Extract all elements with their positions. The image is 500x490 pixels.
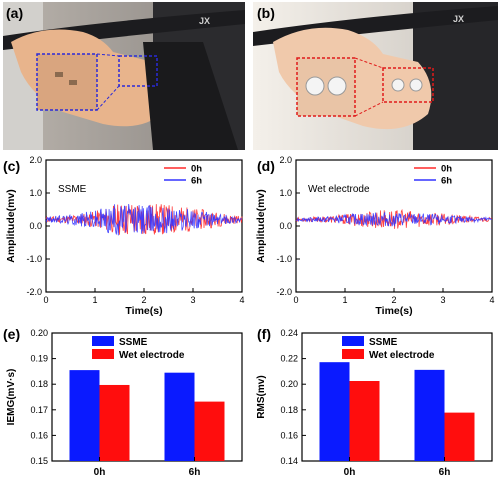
y-tick-label: -2.0: [276, 287, 292, 297]
y-tick-label: 0.20: [30, 328, 48, 338]
x-tick-label: 2: [141, 295, 146, 305]
wet-electrode: [327, 76, 347, 96]
y-tick-label: 0.20: [280, 379, 298, 389]
source-box: [118, 55, 158, 87]
panel-label-f: (f): [257, 326, 271, 342]
legend-label-6h: 6h: [191, 176, 202, 187]
x-tick-label: 0: [293, 295, 298, 305]
plot-frame: [295, 159, 493, 293]
photo-ssme-arm: JX: [3, 2, 245, 150]
y-tick-label: 2.0: [279, 155, 292, 165]
x-tick-label: 3: [190, 295, 195, 305]
emg-chart-wet-electrode: -2.0 -1.0 0.0 1.0 2.0 0 1 2 3 4 Time(s) Amplitude(m…: [255, 155, 495, 317]
iemg-bar-chart: 0.15 0.16 0.17 0.18 0.19 0.20 IEMG(mV·s) 0h 6h SS…: [6, 328, 243, 478]
x-tick-label: 2: [391, 295, 396, 305]
legend-label-0h: 0h: [441, 164, 452, 175]
photo-wet-electrode-arm-drawing: JX: [253, 2, 498, 150]
panel-label-a: (a): [6, 5, 24, 21]
y-tick-label: 0.0: [29, 221, 42, 231]
chart-annotation: SSME: [58, 184, 87, 195]
plot-frame: [51, 332, 243, 462]
y-tick-label: -1.0: [26, 254, 42, 264]
legend-label-0: SSME: [119, 337, 148, 348]
bar-wet-electrode-6h: [194, 401, 225, 461]
legend-label-1: Wet electrode: [119, 350, 185, 361]
series-line-6h: [45, 203, 243, 236]
bar-wet-electrode-0h: [99, 384, 130, 461]
bar-wet-electrode-6h: [444, 412, 475, 461]
y-tick-label: 0.18: [30, 379, 48, 389]
x-tick-label: 0: [43, 295, 48, 305]
rms-bar-chart: 0.14 0.16 0.18 0.20 0.22 0.24 RMS(mv) 0h 6h SSME W…: [256, 328, 493, 478]
panel-label-d: (d): [257, 158, 275, 174]
source-box: [382, 67, 434, 103]
x-tick-label: 0h: [344, 467, 356, 478]
y-tick-label: 0.17: [30, 405, 48, 415]
y-axis-label: RMS(mv): [256, 375, 267, 418]
bar-ssme-0h: [319, 362, 350, 461]
y-tick-label: 1.0: [279, 188, 292, 198]
bar-ssme-0h: [69, 370, 100, 461]
y-tick-label: 2.0: [29, 155, 42, 165]
x-tick-label: 4: [489, 295, 494, 305]
photo-ssme-arm-drawing: JX: [3, 2, 245, 150]
wet-electrode: [305, 76, 325, 96]
machine-logo: JX: [199, 16, 210, 26]
y-tick-label: 0.22: [280, 354, 298, 364]
chart-annotation: Wet electrode: [308, 184, 370, 195]
y-tick-label: 0.16: [30, 430, 48, 440]
panel-label-b: (b): [257, 5, 275, 21]
y-axis-label: Amplitude(mv): [5, 189, 17, 263]
legend-label-1: Wet electrode: [369, 350, 435, 361]
panel-label-c: (c): [3, 158, 21, 174]
legend-swatch-1: [92, 349, 114, 359]
bar-wet-electrode-0h: [349, 381, 380, 461]
photo-wet-electrode-arm: JX: [253, 2, 498, 150]
y-tick-label: 0.24: [280, 328, 298, 338]
legend-label-6h: 6h: [441, 176, 452, 187]
machine-logo: JX: [453, 14, 464, 24]
electrode-patch: [55, 72, 63, 77]
x-axis-label: Time(s): [375, 305, 412, 317]
plot-frame: [301, 332, 493, 462]
series-line-6h: [295, 211, 492, 228]
y-axis-label: IEMG(mV·s): [6, 369, 17, 426]
x-axis-label: Time(s): [125, 305, 162, 317]
x-tick-label: 3: [440, 295, 445, 305]
x-tick-label: 1: [92, 295, 97, 305]
y-tick-label: 1.0: [29, 188, 42, 198]
x-tick-label: 4: [239, 295, 244, 305]
y-tick-label: 0.16: [280, 430, 298, 440]
y-tick-label: 0.19: [30, 354, 48, 364]
y-tick-label: 0.0: [279, 221, 292, 231]
bar-ssme-6h: [414, 369, 445, 461]
electrode-patch: [69, 80, 77, 85]
legend-label-0: SSME: [369, 337, 398, 348]
y-tick-label: 0.14: [280, 456, 298, 466]
legend-swatch-1: [342, 349, 364, 359]
y-axis-label: Amplitude(mv): [255, 189, 267, 263]
emg-chart-ssme: -2.0 -1.0 0.0 1.0 2.0 0 1 2 3 4 Time(s) Amplitude(m…: [5, 155, 245, 317]
bar-ssme-6h: [164, 372, 195, 461]
legend-swatch-0: [342, 336, 364, 346]
legend-swatch-0: [92, 336, 114, 346]
y-tick-label: 0.15: [30, 456, 48, 466]
y-tick-label: -1.0: [276, 254, 292, 264]
x-tick-label: 6h: [189, 467, 201, 478]
legend-label-0h: 0h: [191, 164, 202, 175]
x-tick-label: 0h: [94, 467, 106, 478]
x-tick-label: 1: [342, 295, 347, 305]
zoom-box: [36, 53, 98, 111]
panel-label-e: (e): [3, 326, 21, 342]
x-tick-label: 6h: [439, 467, 451, 478]
y-tick-label: -2.0: [26, 287, 42, 297]
y-tick-label: 0.18: [280, 405, 298, 415]
